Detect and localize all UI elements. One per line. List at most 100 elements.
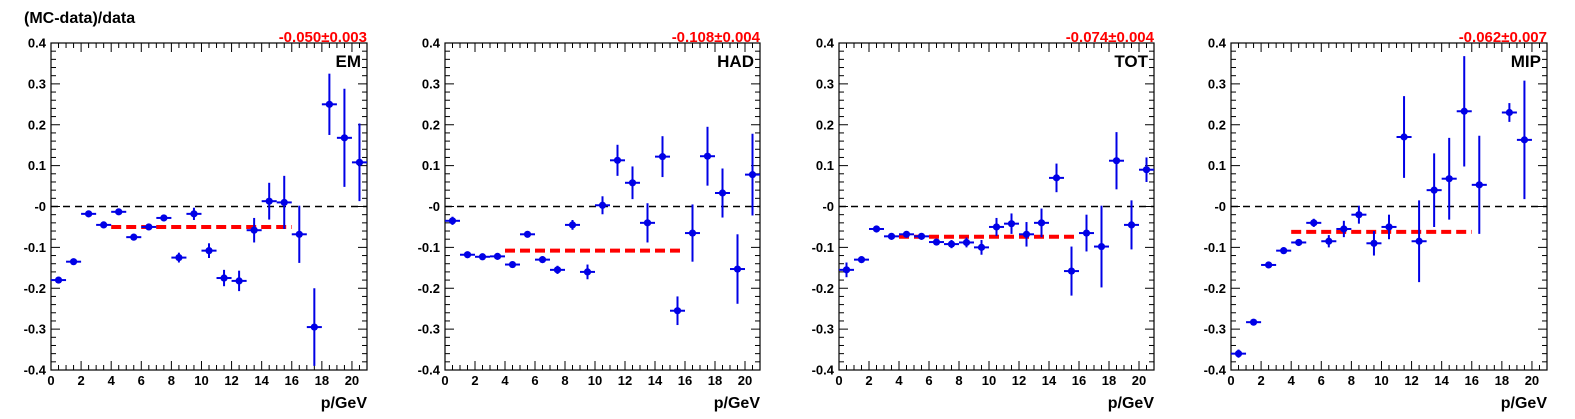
data-point xyxy=(1441,137,1457,220)
y-tick-label: -0.2 xyxy=(1204,281,1226,296)
marker xyxy=(145,223,153,231)
y-tick-label: -0.1 xyxy=(418,240,440,255)
x-tick-label: 6 xyxy=(1318,373,1325,388)
data-point xyxy=(321,73,337,135)
data-point xyxy=(1261,261,1277,269)
y-tick-label: -0.4 xyxy=(1204,363,1227,378)
marker xyxy=(325,100,333,108)
data-point xyxy=(989,217,1004,236)
marker xyxy=(917,232,926,240)
x-tick-label: 10 xyxy=(1374,373,1388,388)
x-tick-label: 12 xyxy=(224,373,238,388)
marker xyxy=(947,240,956,248)
marker xyxy=(872,225,881,233)
data-point xyxy=(141,223,157,231)
marker xyxy=(1067,267,1076,275)
y-tick-label: -0.2 xyxy=(812,281,834,296)
data-point xyxy=(884,232,899,240)
x-axis-title: p/GeV xyxy=(321,395,368,412)
data-point xyxy=(1124,200,1139,250)
y-tick-label: 0.3 xyxy=(28,76,46,91)
x-tick-label: 10 xyxy=(194,373,208,388)
marker xyxy=(598,201,607,209)
y-tick-label: -0.2 xyxy=(24,281,46,296)
data-point xyxy=(929,238,944,246)
x-tick-label: 12 xyxy=(1012,373,1026,388)
marker xyxy=(977,243,986,251)
marker xyxy=(448,217,457,225)
marker xyxy=(1310,219,1318,227)
marker xyxy=(175,253,183,262)
marker xyxy=(1445,175,1453,183)
x-tick-label: 14 xyxy=(254,373,269,388)
marker xyxy=(538,256,547,264)
marker xyxy=(613,156,622,164)
data-point xyxy=(216,269,232,287)
y-tick-label: 0.1 xyxy=(816,158,834,173)
marker xyxy=(673,307,682,315)
x-tick-label: 8 xyxy=(168,373,175,388)
data-point xyxy=(700,126,715,186)
data-point xyxy=(505,260,520,269)
marker xyxy=(1280,247,1288,255)
data-point xyxy=(231,270,247,292)
x-tick-label: 18 xyxy=(1102,373,1116,388)
data-point xyxy=(625,166,640,200)
x-tick-label: 8 xyxy=(955,373,962,388)
marker xyxy=(1415,237,1423,245)
marker xyxy=(265,197,273,205)
x-tick-label: 6 xyxy=(138,373,145,388)
marker xyxy=(1249,318,1258,326)
data-point xyxy=(201,243,217,259)
marker xyxy=(1400,133,1408,141)
y-tick-label: 0.1 xyxy=(1208,158,1226,173)
data-point xyxy=(111,208,127,216)
data-point xyxy=(156,214,172,222)
data-point xyxy=(1411,200,1427,283)
data-point xyxy=(81,210,97,218)
data-point xyxy=(1426,153,1442,227)
marker xyxy=(1460,107,1468,115)
data-point xyxy=(1079,214,1094,252)
y-tick-label: 0.4 xyxy=(422,36,441,51)
y-tick-label: -0.2 xyxy=(418,281,440,296)
data-point xyxy=(1516,80,1532,200)
x-tick-label: 8 xyxy=(1348,373,1355,388)
data-point xyxy=(1139,157,1154,182)
y-tick-label: 0.1 xyxy=(422,158,440,173)
marker xyxy=(658,153,667,161)
data-point xyxy=(126,233,142,241)
x-tick-label: 8 xyxy=(561,373,568,388)
fit-result-label: -0.050±0.003 xyxy=(279,29,367,46)
marker xyxy=(1520,136,1529,144)
marker xyxy=(235,277,243,285)
panel-em: -0.4 -0.3 -0.2 -0.1 -0 0.1 0.2 0.3 0.4 0 2 4 6 8 10 12 1… xyxy=(24,29,368,412)
data-point xyxy=(565,219,580,230)
marker xyxy=(160,214,168,222)
data-point xyxy=(1351,205,1367,224)
marker xyxy=(1037,219,1046,227)
y-tick-label: 0.2 xyxy=(816,117,834,132)
fit-result-label: -0.062±0.007 xyxy=(1459,29,1547,46)
y-tick-label: -0 xyxy=(1214,199,1226,214)
data-point xyxy=(1336,220,1352,238)
data-point xyxy=(869,225,884,233)
x-tick-label: 16 xyxy=(678,373,692,388)
data-point xyxy=(261,182,277,220)
y-tick-label: 0.2 xyxy=(1208,117,1226,132)
marker xyxy=(310,323,318,331)
marker xyxy=(355,158,364,166)
data-point xyxy=(535,256,550,264)
panel-mip: -0.4 -0.3 -0.2 -0.1 -0 0.1 0.2 0.3 0.4 0 2 4 6 8 10 12 1… xyxy=(1204,29,1548,412)
marker xyxy=(508,260,517,269)
marker xyxy=(1265,261,1273,269)
marker xyxy=(1340,225,1348,233)
marker xyxy=(733,265,742,273)
x-tick-label: 4 xyxy=(108,373,116,388)
x-tick-label: 2 xyxy=(1257,373,1264,388)
x-tick-label: 20 xyxy=(1525,373,1539,388)
panel-label: HAD xyxy=(717,52,754,71)
y-tick-label: 0.3 xyxy=(1208,76,1226,91)
data-point xyxy=(944,240,959,249)
